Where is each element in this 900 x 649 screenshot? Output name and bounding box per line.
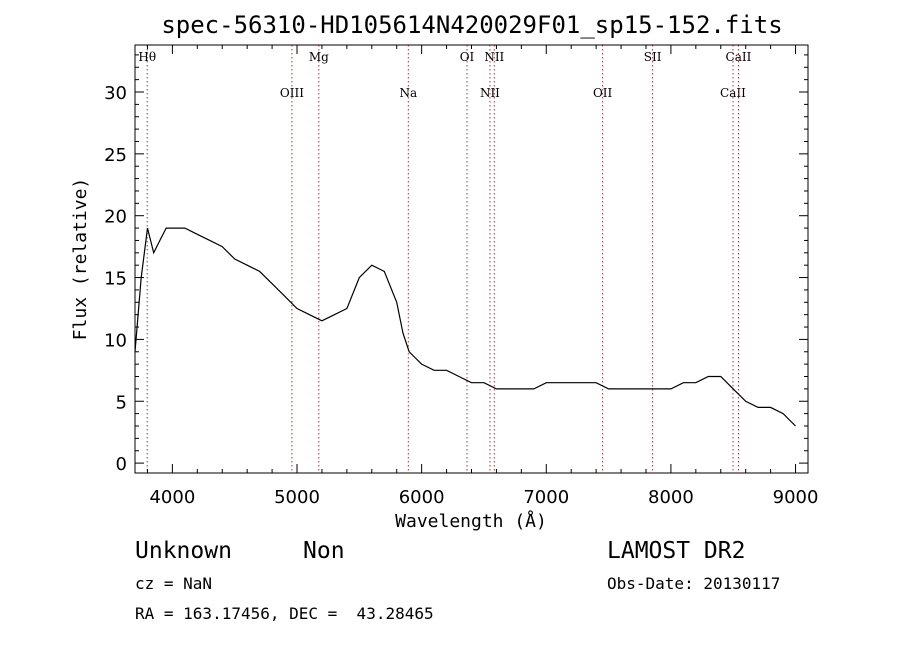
x-tick-label: 7000 bbox=[523, 487, 569, 508]
survey-name: LAMOST DR2 bbox=[607, 538, 746, 564]
x-tick-label: 8000 bbox=[648, 487, 694, 508]
object-class: Unknown bbox=[135, 538, 232, 564]
spectral-line-label: Na bbox=[399, 86, 417, 100]
obs-date: Obs-Date: 20130117 bbox=[607, 574, 781, 593]
spectral-line-label: CaII bbox=[726, 50, 752, 64]
object-subclass: Non bbox=[303, 538, 345, 564]
x-tick-label: 6000 bbox=[399, 487, 445, 508]
y-axis-label: Flux (relative) bbox=[70, 178, 91, 341]
flux-series-line bbox=[134, 227, 796, 427]
y-tick-label: 0 bbox=[116, 454, 127, 475]
y-tick-label: 5 bbox=[116, 392, 127, 413]
chart-title: spec-56310-HD105614N420029F01_sp15-152.f… bbox=[161, 11, 782, 39]
x-tick-label: 9000 bbox=[773, 487, 819, 508]
spectral-line-label: SII bbox=[644, 50, 662, 64]
spectral-line-label: Mg bbox=[309, 50, 329, 64]
x-tick-label: 5000 bbox=[274, 487, 320, 508]
y-tick-label: 25 bbox=[104, 145, 127, 166]
ticks-layer: 4000 5000 6000 7000 8000 9000 0 5 10 15 20 25 30 bbox=[104, 45, 818, 508]
redshift-value: cz = NaN bbox=[135, 574, 213, 593]
spectral-line-label: OI bbox=[460, 50, 475, 64]
spectral-line-label: CaII bbox=[720, 86, 746, 100]
spectral-line-label: Hθ bbox=[138, 50, 156, 64]
spectral-lines-layer: Hθ OIII Mg Na OI NII NII OII SII CaII CaII bbox=[138, 45, 752, 473]
x-tick-label: 4000 bbox=[149, 487, 195, 508]
spectral-line-label: NII bbox=[480, 86, 500, 100]
spectral-line-label: OII bbox=[593, 86, 613, 100]
series-layer bbox=[134, 227, 796, 427]
y-tick-label: 20 bbox=[104, 207, 127, 228]
y-tick-label: 30 bbox=[104, 83, 127, 104]
x-axis-label: Wavelength (Å) bbox=[395, 510, 547, 532]
y-tick-label: 15 bbox=[104, 269, 127, 290]
spectral-line-label: OIII bbox=[280, 86, 304, 100]
spectral-line-label: NII bbox=[484, 50, 504, 64]
coordinates: RA = 163.17456, DEC = 43.28465 bbox=[135, 604, 434, 623]
y-tick-label: 10 bbox=[104, 330, 127, 351]
